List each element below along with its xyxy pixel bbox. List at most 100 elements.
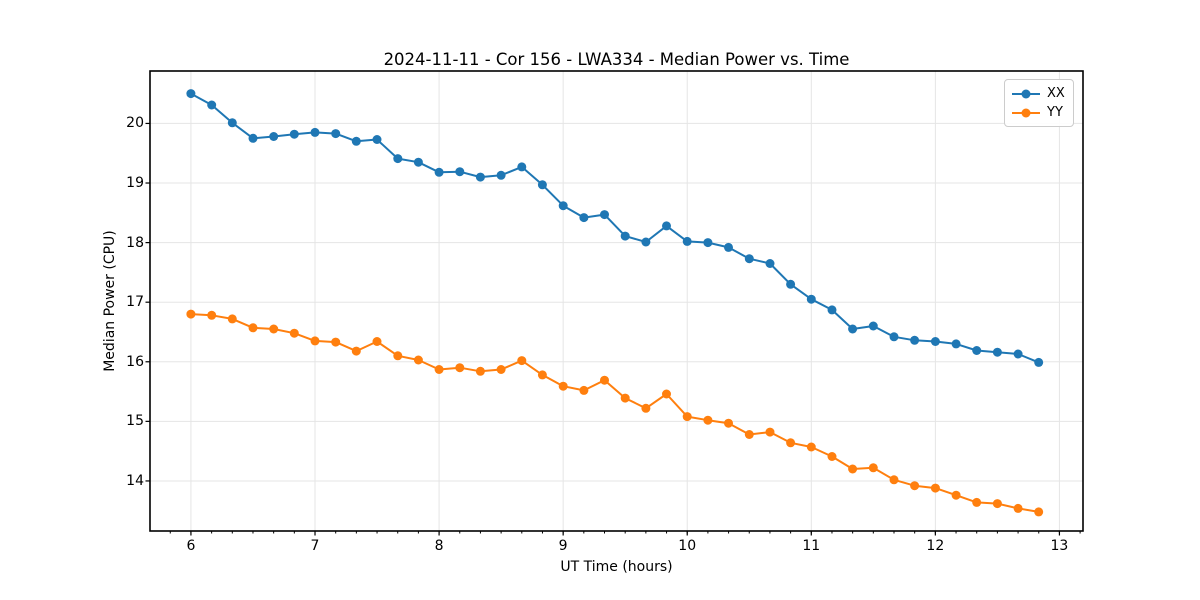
data-point-xx	[496, 170, 506, 180]
data-point-xx	[269, 132, 279, 141]
data-point-yy	[579, 385, 589, 395]
legend-entry-xx: XX	[1011, 84, 1067, 103]
data-point-xx	[289, 129, 299, 139]
data-point-xx	[1034, 357, 1044, 367]
data-point-yy	[496, 365, 506, 374]
y-tick-label: 18	[126, 234, 144, 251]
data-point-yy	[558, 381, 568, 391]
data-point-yy	[951, 490, 961, 500]
data-point-yy	[269, 324, 279, 334]
data-point-yy	[910, 481, 920, 491]
data-point-yy	[331, 337, 341, 347]
x-tick-label: 6	[186, 538, 196, 554]
legend-entry-yy: YY	[1011, 103, 1067, 122]
legend-line-marker-icon	[1012, 108, 1040, 117]
data-point-xx	[475, 172, 485, 182]
data-point-xx	[662, 221, 671, 231]
data-point-xx	[951, 339, 961, 349]
data-point-yy	[372, 337, 382, 346]
data-point-xx	[600, 210, 609, 220]
data-point-yy	[475, 366, 485, 376]
y-tick-label: 15	[126, 413, 144, 430]
data-point-xx	[744, 254, 754, 264]
y-tick-label: 17	[126, 294, 144, 311]
data-point-xx	[207, 100, 217, 110]
data-point-yy	[517, 356, 527, 366]
data-point-yy	[930, 483, 940, 493]
data-point-yy	[806, 442, 816, 452]
data-point-xx	[455, 167, 465, 177]
data-point-yy	[765, 427, 775, 437]
plot-border	[149, 70, 1084, 532]
data-point-xx	[579, 213, 589, 223]
data-point-xx	[393, 154, 403, 164]
data-point-xx	[620, 231, 630, 241]
data-point-yy	[662, 389, 671, 399]
data-point-xx	[1013, 349, 1023, 359]
data-point-xx	[558, 201, 568, 211]
data-point-xx	[765, 259, 775, 268]
x-tick-label: 8	[434, 538, 444, 554]
data-point-xx	[889, 332, 899, 342]
x-tick-label: 7	[310, 538, 320, 554]
data-point-yy	[868, 463, 878, 473]
data-point-xx	[786, 279, 796, 289]
data-point-xx	[724, 242, 733, 252]
legend-label: XX	[1047, 86, 1065, 101]
data-point-xx	[413, 157, 423, 167]
data-point-yy	[434, 365, 444, 374]
legend-label: YY	[1047, 105, 1063, 120]
data-point-xx	[248, 133, 258, 143]
data-point-xx	[517, 162, 527, 172]
data-point-yy	[1034, 507, 1044, 517]
x-tick-label: 12	[926, 538, 945, 554]
data-point-yy	[744, 430, 754, 439]
data-point-xx	[351, 136, 361, 146]
data-point-yy	[682, 412, 692, 422]
data-point-yy	[992, 499, 1002, 509]
data-point-xx	[703, 238, 713, 248]
data-point-yy	[724, 418, 733, 428]
data-point-yy	[227, 314, 237, 324]
x-tick-label: 10	[678, 538, 697, 554]
data-point-xx	[992, 347, 1002, 357]
y-tick-label: 20	[126, 115, 144, 132]
data-point-yy	[786, 438, 796, 448]
data-point-xx	[434, 167, 444, 177]
data-point-yy	[393, 351, 403, 361]
x-axis-label: UT Time (hours)	[560, 559, 673, 575]
data-point-yy	[537, 370, 547, 380]
data-point-xx	[310, 127, 320, 137]
data-point-xx	[331, 129, 341, 139]
data-point-xx	[641, 237, 651, 247]
data-point-yy	[600, 375, 609, 385]
data-point-xx	[930, 337, 940, 346]
x-tick-label: 9	[558, 538, 568, 554]
data-point-yy	[413, 355, 423, 365]
data-point-xx	[372, 135, 382, 144]
data-point-xx	[227, 118, 237, 128]
y-tick-label: 14	[126, 472, 144, 489]
data-point-yy	[889, 475, 899, 485]
data-point-xx	[806, 294, 816, 304]
data-point-yy	[848, 464, 858, 474]
legend-line-marker-icon	[1012, 89, 1040, 98]
legend: XX YY	[1004, 79, 1074, 127]
y-tick-label: 19	[126, 175, 144, 192]
data-point-yy	[455, 363, 465, 373]
data-point-xx	[186, 89, 196, 99]
data-point-xx	[827, 305, 837, 315]
data-point-yy	[827, 452, 837, 461]
data-point-xx	[848, 324, 858, 334]
y-tick-label: 16	[126, 353, 144, 370]
data-point-xx	[682, 236, 692, 246]
data-point-yy	[186, 309, 196, 319]
data-point-yy	[310, 336, 320, 346]
data-point-yy	[1013, 503, 1023, 513]
data-point-yy	[703, 415, 713, 425]
data-point-xx	[910, 335, 920, 345]
x-tick-label: 11	[802, 538, 821, 554]
data-point-yy	[972, 497, 982, 507]
